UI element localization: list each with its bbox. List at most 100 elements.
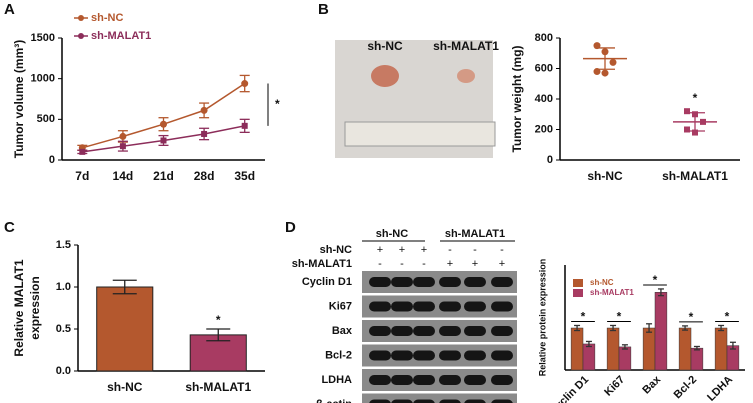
protein-label: Cyclin D1 xyxy=(302,276,352,288)
band xyxy=(439,399,461,403)
protein-label: Bax xyxy=(332,325,353,337)
band xyxy=(491,399,513,403)
tumor xyxy=(457,69,475,83)
band xyxy=(464,326,486,336)
data-point xyxy=(241,122,248,129)
band xyxy=(391,399,413,403)
panel-letter: A xyxy=(4,1,15,18)
x-tick-label: Bcl-2 xyxy=(672,374,700,402)
x-tick-label: Cyclin D1 xyxy=(547,374,591,403)
data-point xyxy=(684,108,690,115)
sign: + xyxy=(399,244,405,256)
sign: - xyxy=(422,258,426,270)
tumor xyxy=(371,65,399,87)
sign: + xyxy=(377,244,383,256)
y-tick-label: 200 xyxy=(535,123,553,135)
band xyxy=(491,350,513,361)
annotation: * xyxy=(689,310,694,324)
blot-group: sh-NC xyxy=(376,228,408,240)
band xyxy=(369,350,391,361)
band xyxy=(464,350,486,361)
treatment-label: sh-NC xyxy=(320,244,352,256)
band xyxy=(369,375,391,385)
sign: + xyxy=(472,258,478,270)
y-axis-label: Relative MALAT1 xyxy=(12,259,26,356)
band xyxy=(491,277,513,287)
band xyxy=(369,326,391,336)
band xyxy=(439,277,461,287)
band xyxy=(439,326,461,336)
y-tick-label: 1.0 xyxy=(56,281,71,293)
panel-letter: D xyxy=(285,219,296,236)
annotation: * xyxy=(725,310,730,324)
sign: + xyxy=(447,258,453,270)
annotation: * xyxy=(275,97,280,111)
bar xyxy=(654,292,668,371)
band xyxy=(413,399,435,403)
y-tick-label: 0.0 xyxy=(56,365,71,377)
band xyxy=(369,399,391,403)
sign: - xyxy=(378,258,382,270)
x-tick-label: 28d xyxy=(194,169,215,183)
band xyxy=(391,326,413,336)
bar xyxy=(96,286,154,372)
sign: - xyxy=(500,244,504,256)
annotation: * xyxy=(693,91,698,105)
data-point xyxy=(609,58,617,66)
band xyxy=(413,277,435,287)
panel-letter: C xyxy=(4,219,15,236)
legend-marker xyxy=(78,33,84,39)
annotation: * xyxy=(653,273,658,287)
bar xyxy=(642,327,656,371)
band xyxy=(369,301,391,312)
band xyxy=(464,375,486,385)
band xyxy=(439,350,461,361)
y-tick-label: 1.5 xyxy=(56,239,71,251)
band xyxy=(491,326,513,336)
bar xyxy=(606,327,620,371)
data-point xyxy=(692,129,698,136)
band xyxy=(413,326,435,336)
y-tick-label: 1000 xyxy=(31,73,55,85)
data-point xyxy=(201,130,208,137)
x-tick-label: Bax xyxy=(640,373,663,396)
y-tick-label: 0 xyxy=(547,154,553,166)
band xyxy=(391,277,413,287)
bar xyxy=(618,346,632,371)
x-tick-label: sh-NC xyxy=(587,169,623,183)
sign: + xyxy=(499,258,505,270)
x-tick-label: sh-MALAT1 xyxy=(185,380,251,394)
legend-swatch xyxy=(573,279,583,287)
band xyxy=(491,375,513,385)
data-point xyxy=(200,106,208,114)
y-tick-label: 400 xyxy=(535,93,553,105)
y-axis-label: Tumor volume (mm³) xyxy=(12,40,26,158)
y-axis-label: expression xyxy=(28,276,42,339)
legend-label: sh-NC xyxy=(91,12,123,24)
bar xyxy=(690,347,704,371)
y-tick-label: 800 xyxy=(535,32,553,44)
legend-label: sh-MALAT1 xyxy=(91,30,151,42)
blot-group: sh-MALAT1 xyxy=(445,228,505,240)
data-point xyxy=(160,120,167,128)
band xyxy=(391,350,413,361)
legend-label: sh-MALAT1 xyxy=(590,288,634,297)
band xyxy=(464,399,486,403)
annotation: * xyxy=(216,313,221,327)
panel-letter: B xyxy=(318,1,329,18)
band xyxy=(464,277,486,287)
x-tick-label: LDHA xyxy=(705,374,735,403)
x-tick-label: 14d xyxy=(113,169,134,183)
annotation: * xyxy=(617,310,622,324)
band xyxy=(391,375,413,385)
protein-label: LDHA xyxy=(321,374,352,386)
bar xyxy=(570,327,584,371)
x-tick-label: 35d xyxy=(234,169,255,183)
treatment-label: sh-MALAT1 xyxy=(292,258,352,270)
protein-label: β-actin xyxy=(316,398,352,403)
annotation: * xyxy=(581,310,586,324)
y-tick-label: 0 xyxy=(49,154,55,166)
legend-label: sh-NC xyxy=(590,278,614,287)
photo-label: sh-NC xyxy=(367,39,403,53)
